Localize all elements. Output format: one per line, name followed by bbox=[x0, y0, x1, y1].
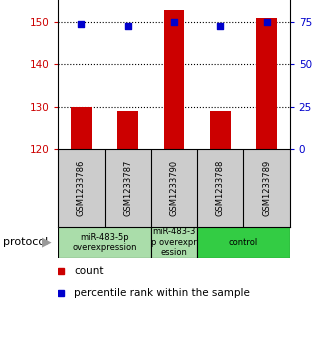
Bar bbox=[117, 111, 138, 149]
Text: protocol: protocol bbox=[3, 237, 49, 247]
Bar bbox=[164, 9, 184, 149]
Point bbox=[171, 19, 176, 25]
Point bbox=[79, 21, 84, 27]
Text: GSM1233787: GSM1233787 bbox=[123, 160, 132, 216]
Text: percentile rank within the sample: percentile rank within the sample bbox=[75, 288, 250, 298]
Point bbox=[264, 19, 269, 25]
Text: miR-483-5p
overexpression: miR-483-5p overexpression bbox=[72, 233, 137, 252]
Text: GSM1233788: GSM1233788 bbox=[216, 160, 225, 216]
Text: count: count bbox=[75, 266, 104, 277]
Text: ▶: ▶ bbox=[42, 236, 51, 249]
Bar bbox=[71, 107, 92, 149]
Bar bbox=[256, 18, 277, 149]
Bar bbox=[58, 227, 151, 258]
Point bbox=[125, 23, 131, 29]
Text: GSM1233789: GSM1233789 bbox=[262, 160, 271, 216]
Text: miR-483-3
p overexpr
ession: miR-483-3 p overexpr ession bbox=[151, 227, 197, 257]
Text: GSM1233790: GSM1233790 bbox=[169, 160, 178, 216]
Bar bbox=[210, 111, 231, 149]
Text: GSM1233786: GSM1233786 bbox=[77, 160, 86, 216]
Text: control: control bbox=[229, 238, 258, 247]
Point bbox=[218, 23, 223, 29]
Bar bbox=[151, 227, 197, 258]
Bar bbox=[197, 227, 290, 258]
